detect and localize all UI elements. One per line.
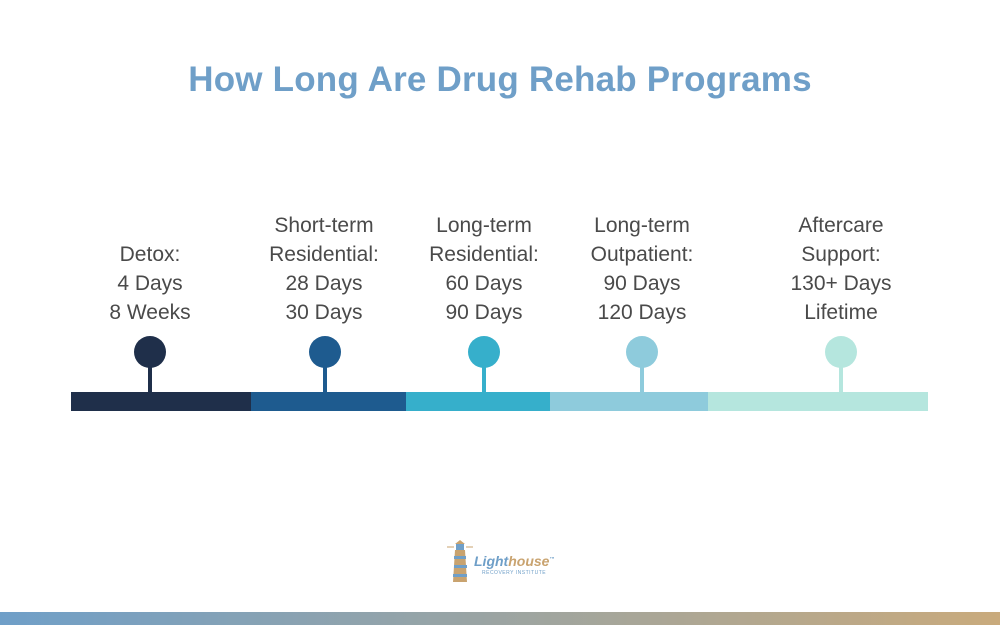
stage-line: Long-term [436,214,532,237]
timeline-pin [468,336,500,368]
stage-line: Residential: [429,243,539,266]
timeline-pin-stem [323,366,327,392]
stage-line: Outpatient: [590,243,694,266]
stage-line: Residential: [269,243,379,266]
logo-brand-light: Light [474,553,509,569]
stage-long-term-residential-label: Long-term Residential: 60 Days 90 Days [394,211,574,327]
bottom-gradient-bar [0,612,1000,625]
timeline-segment [71,392,251,411]
timeline-pin-stem [839,366,843,392]
timeline-segment [251,392,406,411]
stage-line: 28 Days [285,272,363,295]
timeline-segment [550,392,708,411]
lighthouse-logo-icon [447,540,473,582]
stage-short-term-residential-label: Short-term Residential: 28 Days 30 Days [234,211,414,327]
page-title: How Long Are Drug Rehab Programs [188,60,812,99]
timeline-pin-stem [640,366,644,392]
timeline-pin [134,336,166,368]
stage-detox-label: Detox: 4 Days 8 Weeks [60,240,240,327]
stage-line: Aftercare [798,214,884,237]
timeline-pin [626,336,658,368]
stage-line: 90 Days [445,301,523,324]
stage-line: Short-term [274,214,374,237]
stage-line: 90 Days [603,272,681,295]
timeline-pin [309,336,341,368]
logo-brand: Lighthouse™ [474,553,554,569]
stage-line: 8 Weeks [109,301,191,324]
timeline-pin-stem [148,366,152,392]
stage-line: 130+ Days [790,272,892,295]
stage-line: Support: [801,243,881,266]
timeline-pin [825,336,857,368]
timeline-segment [708,392,928,411]
stage-line: Detox: [119,243,181,266]
logo-tagline: RECOVERY INSTITUTE [482,570,547,576]
stage-line: Long-term [594,214,690,237]
stage-aftercare-support-label: Aftercare Support: 130+ Days Lifetime [751,211,931,327]
stage-line: 30 Days [285,301,363,324]
stage-line: Lifetime [804,301,878,324]
stage-line: 60 Days [445,272,523,295]
timeline-pin-stem [482,366,486,392]
stage-long-term-outpatient-label: Long-term Outpatient: 90 Days 120 Days [552,211,732,327]
logo-brand-house: house [508,553,550,569]
stage-line: 120 Days [597,301,687,324]
logo-tm: ™ [549,556,555,563]
timeline-segment [406,392,550,411]
stage-line: 4 Days [117,272,183,295]
